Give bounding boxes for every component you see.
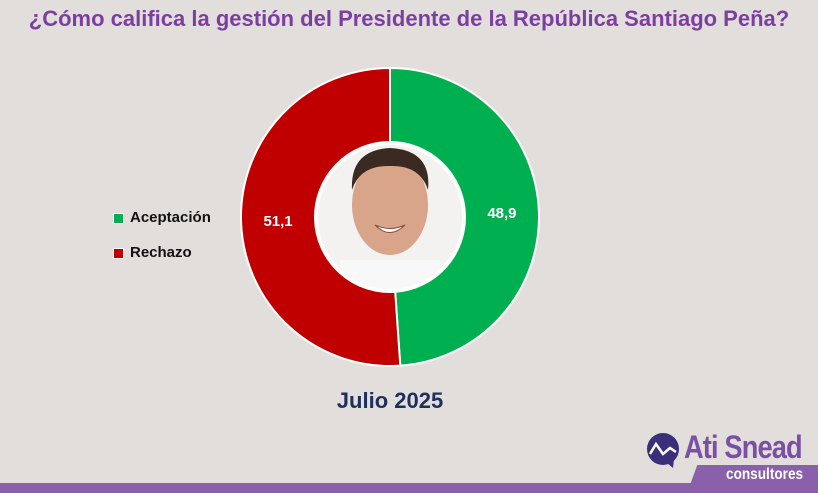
legend-swatch — [113, 212, 124, 224]
slice-aceptacin — [389, 66, 540, 367]
data-label: 48,9 — [487, 205, 516, 222]
logo-sub: consultores — [726, 466, 804, 483]
logo-icon — [647, 433, 679, 468]
legend-label: Rechazo — [130, 244, 192, 261]
slice-rechazo — [240, 66, 402, 367]
legend-swatch — [113, 247, 124, 259]
footer-bar — [0, 483, 818, 493]
legend-item-rechazo: Rechazo — [113, 244, 192, 262]
chart-title: ¿Cómo califica la gestión del Presidente… — [28, 6, 790, 31]
legend-label: Aceptación — [130, 209, 211, 226]
chart-subtitle: Julio 2025 — [336, 388, 444, 413]
logo-name: Ati Snead — [684, 429, 803, 465]
data-label: 51,1 — [263, 213, 292, 230]
legend-item-aceptacion: Aceptación — [113, 209, 211, 227]
center-photo — [316, 143, 464, 291]
